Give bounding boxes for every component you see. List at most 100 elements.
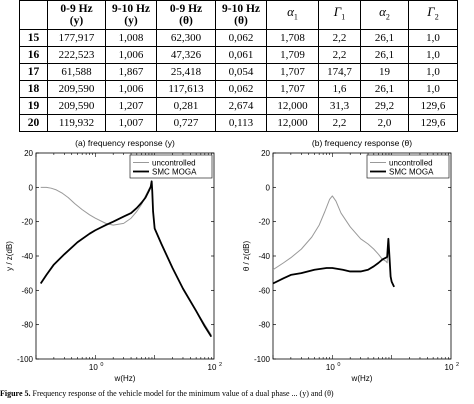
x-tick-label: 10 0 (89, 362, 104, 372)
column-header (19, 0, 48, 30)
x-tick-exponent: 0 (337, 362, 340, 368)
y-tick-label: -40 (21, 252, 33, 261)
header-symbol: Γ (427, 4, 435, 20)
y-tick-label: -100 (254, 355, 271, 364)
y-tick-label: -40 (258, 252, 270, 261)
header-symbol: α (287, 4, 294, 20)
x-tick-label: 10 2 (445, 362, 460, 372)
y-tick-label: -20 (258, 218, 270, 227)
table-header: 0-9 Hz (y) 9-10 Hz (y) 0-9 Hz (θ) 9-10 Hz (θ) α1… (19, 0, 458, 30)
legend-entry: SMC MOGA (152, 168, 197, 177)
x-axis-label: w(Hz) (114, 374, 136, 383)
table-cell: 29,2 (360, 97, 409, 115)
results-table: 0-9 Hz (y) 9-10 Hz (y) 0-9 Hz (θ) 9-10 Hz (θ) α1… (19, 0, 458, 132)
table-cell: 209,590 (47, 97, 106, 115)
figure-caption: Figure 5. Frequency response of the vehi… (0, 389, 474, 404)
table-cell: 2,674 (215, 97, 267, 115)
y-tick-label: -20 (21, 218, 33, 227)
table-cell: 61,588 (47, 63, 106, 81)
header-subscript: 2 (434, 12, 439, 22)
table-cell: 1,0 (408, 63, 458, 81)
legend-box (129, 154, 213, 179)
y-tick-label: 0 (29, 183, 34, 192)
table-cell: 47,326 (156, 46, 216, 64)
header-subscript: 2 (385, 12, 390, 22)
chart-frequency-response-theta: (b) frequency response (θ)200-20-40-60-8… (242, 138, 460, 383)
table-cell: 25,418 (156, 63, 216, 81)
table-cell: 1,707 (266, 80, 319, 98)
x-tick-exponent: 2 (219, 362, 222, 368)
y-tick-label: -80 (21, 321, 33, 330)
table-row: 16 222,523 1,006 47,326 0,061 1,709 2,2 26,1 1,0 (19, 46, 458, 64)
column-header: α1 (266, 0, 319, 30)
y-axis-label: y / z(dB) (5, 241, 14, 271)
row-number-cell: 18 (19, 80, 48, 98)
x-axis-label: w(Hz) (351, 374, 373, 383)
x-tick-exponent: 0 (100, 362, 103, 368)
caption-label: Figure 5. (0, 389, 31, 398)
table-cell: 0,054 (215, 63, 267, 81)
table-cell: 0,113 (215, 114, 267, 132)
x-tick-base: 10 (326, 363, 335, 372)
table-cell: 1,0 (408, 80, 458, 98)
table-cell: 0,061 (215, 46, 267, 64)
caption-text: Frequency response of the vehicle model … (32, 389, 334, 398)
table-body: 15 177,917 1,008 62,300 0,062 1,708 2,2 26,1 1,0… (19, 29, 458, 132)
table-cell: 12,000 (266, 114, 319, 132)
x-tick-base: 10 (445, 363, 454, 372)
plot-area (35, 152, 215, 360)
table-cell: 1,007 (105, 114, 157, 132)
table-cell: 0,727 (156, 114, 216, 132)
table-cell: 26,1 (360, 80, 409, 98)
legend-entry: SMC MOGA (389, 168, 434, 177)
column-header: Γ1 (318, 0, 361, 30)
table-cell: 0,062 (215, 29, 267, 47)
table-cell: 2,2 (318, 114, 361, 132)
table-cell: 2,0 (360, 114, 409, 132)
table-cell: 209,590 (47, 80, 106, 98)
row-number-cell: 20 (19, 114, 48, 132)
table-cell: 2,2 (318, 46, 361, 64)
header-line-2: (y) (69, 15, 84, 27)
table-cell: 0,062 (215, 80, 267, 98)
legend-entry: uncontrolled (389, 159, 433, 168)
header-symbol: Γ (333, 4, 342, 20)
table-cell: 129,6 (408, 114, 458, 132)
legend-box (366, 154, 450, 179)
x-tick-label: 10 0 (326, 362, 341, 372)
x-tick-exponent: 2 (456, 362, 459, 368)
table-cell: 177,917 (47, 29, 106, 47)
table-cell: 1,008 (105, 29, 157, 47)
table-cell: 1,0 (408, 46, 458, 64)
table-row: 18 209,590 1,006 117,613 0,062 1,707 1,6 26,1 1,… (19, 80, 458, 98)
table-cell: 119,932 (47, 114, 106, 132)
chart-frequency-response-y: (a) frequency response (y)200-20-40-60-8… (5, 138, 222, 383)
table-cell: 19 (360, 63, 409, 81)
y-tick-label: -60 (258, 286, 270, 295)
table-cell: 1,207 (105, 97, 157, 115)
table-row: 17 61,588 1,867 25,418 0,054 1,707 174,7 19 1,0 (19, 63, 458, 81)
y-tick-label: -80 (258, 321, 270, 330)
header-line-1: 9-10 Hz (221, 3, 260, 15)
header-line-1: 0-9 Hz (169, 3, 203, 15)
y-tick-label: 20 (24, 149, 33, 158)
table-cell: 26,1 (360, 46, 409, 64)
column-header: Γ2 (408, 0, 458, 30)
table-row: 20 119,932 1,007 0,727 0,113 12,000 2,2 2,0 129,… (19, 114, 458, 132)
table-cell: 0,281 (156, 97, 216, 115)
column-header: α2 (360, 0, 409, 30)
column-header: 9-10 Hz (y) (105, 0, 157, 30)
x-tick-base: 10 (89, 363, 98, 372)
table-cell: 222,523 (47, 46, 106, 64)
table-cell: 1,006 (105, 46, 157, 64)
header-line-1: 0-9 Hz (60, 3, 93, 15)
table-cell: 12,000 (266, 97, 319, 115)
header-subscript: 1 (341, 12, 346, 22)
series-line-smc-moga (39, 180, 213, 338)
table-cell: 62,300 (156, 29, 216, 47)
y-tick-label: 20 (261, 149, 270, 158)
row-number-cell: 16 (19, 46, 48, 64)
table-cell: 1,707 (266, 63, 319, 81)
